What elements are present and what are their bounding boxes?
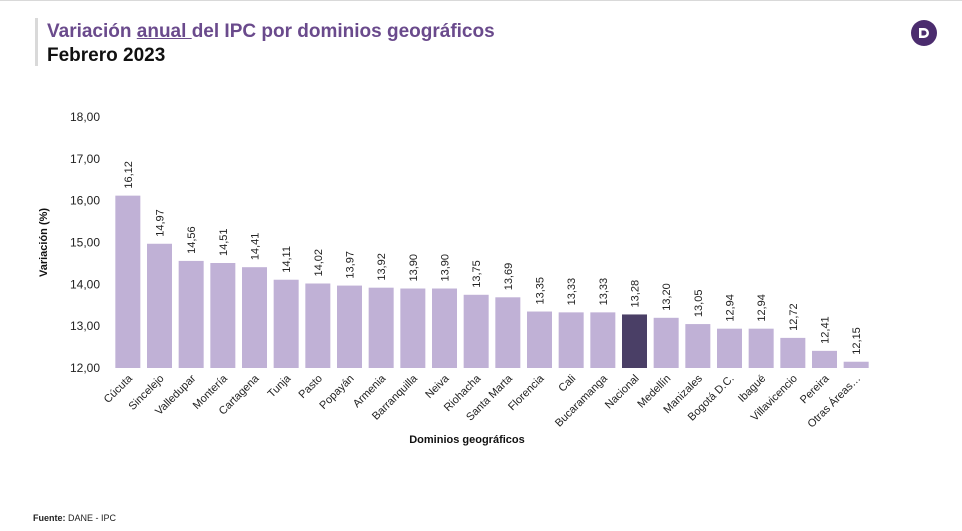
data-label: 13,33 xyxy=(598,278,610,306)
bar xyxy=(748,328,774,368)
y-tick-label: 13,00 xyxy=(70,319,100,333)
x-axis-label: Dominios geográficos xyxy=(409,434,525,446)
bar xyxy=(115,195,141,368)
bar xyxy=(717,328,742,368)
data-label: 13,97 xyxy=(345,251,357,279)
data-label: 12,72 xyxy=(788,303,800,331)
top-border xyxy=(0,0,962,1)
bar xyxy=(178,260,204,368)
y-tick-label: 14,00 xyxy=(70,277,100,291)
bar xyxy=(622,314,647,368)
dane-logo-icon xyxy=(911,20,937,46)
title-underlined-word: anual xyxy=(136,21,192,42)
title-suffix: del IPC por dominios geográficos xyxy=(191,21,495,42)
bar xyxy=(432,288,457,368)
data-label: 13,75 xyxy=(471,260,483,288)
y-tick-label: 15,00 xyxy=(70,236,100,250)
bar xyxy=(812,350,837,368)
bar xyxy=(273,279,299,368)
x-tick-label: Pasto xyxy=(297,373,325,401)
y-tick-label: 16,00 xyxy=(70,194,100,208)
bar xyxy=(558,312,584,368)
bar xyxy=(463,294,489,368)
data-label: 13,90 xyxy=(408,254,420,282)
bar xyxy=(400,288,426,368)
bar xyxy=(843,361,869,368)
source-value: DANE - IPC xyxy=(65,513,117,523)
data-label: 14,41 xyxy=(250,233,262,261)
x-tick-label: Neiva xyxy=(423,372,452,401)
y-tick-label: 17,00 xyxy=(70,152,100,166)
bar xyxy=(527,311,552,368)
chart-subtitle: Febrero 2023 xyxy=(47,45,166,66)
bar xyxy=(147,243,172,368)
bar xyxy=(590,312,616,368)
y-axis-label: Variación (%) xyxy=(38,208,50,277)
data-label: 12,15 xyxy=(851,327,863,355)
data-label: 14,51 xyxy=(218,228,230,256)
y-tick-label: 12,00 xyxy=(70,361,100,375)
data-label: 13,35 xyxy=(535,277,547,305)
source-label: Fuente: xyxy=(33,513,66,523)
y-tick-label: 18,00 xyxy=(70,110,100,124)
bar xyxy=(653,317,679,368)
data-label: 13,28 xyxy=(630,280,642,308)
x-tick-label: Nacional xyxy=(603,373,642,412)
data-label: 12,41 xyxy=(820,316,832,344)
x-tick-label: Cali xyxy=(556,373,578,395)
data-label: 13,20 xyxy=(661,283,673,311)
bar xyxy=(337,285,362,368)
bar xyxy=(368,287,394,368)
bar xyxy=(210,262,236,368)
bar xyxy=(780,337,806,368)
bar xyxy=(685,324,711,368)
title-accent-bar xyxy=(35,18,38,66)
data-label: 13,33 xyxy=(566,278,578,306)
data-label: 13,92 xyxy=(376,253,388,281)
bar xyxy=(242,267,267,368)
data-label: 16,12 xyxy=(123,161,135,189)
source-note: Fuente: DANE - IPC xyxy=(33,513,116,523)
data-label: 13,90 xyxy=(440,254,452,282)
data-label: 14,11 xyxy=(281,246,293,273)
data-label: 12,94 xyxy=(756,294,768,322)
x-tick-label: Otras Áreas… xyxy=(805,372,863,430)
bar xyxy=(305,283,331,368)
chart-title: Variación anual del IPC por dominios geo… xyxy=(47,21,495,43)
data-label: 14,56 xyxy=(186,226,198,254)
data-label: 14,97 xyxy=(155,209,167,237)
x-tick-label: Florencia xyxy=(506,372,547,413)
x-tick-label: Tunja xyxy=(266,372,294,400)
title-prefix: Variación xyxy=(47,21,137,42)
x-tick-label: Popayán xyxy=(317,373,356,412)
data-label: 14,02 xyxy=(313,249,325,277)
data-label: 13,05 xyxy=(693,290,705,318)
bar xyxy=(495,297,521,368)
data-label: 13,69 xyxy=(503,263,515,291)
data-label: 12,94 xyxy=(725,294,737,322)
